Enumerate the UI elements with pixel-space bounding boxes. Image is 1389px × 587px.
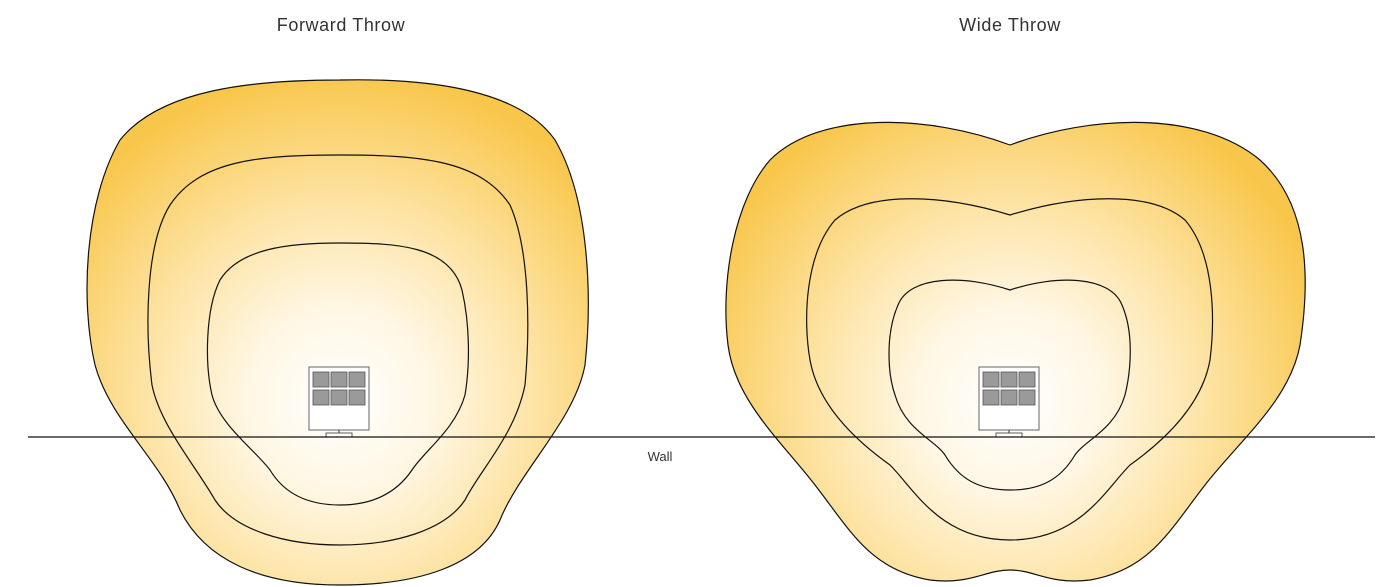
- wide-throw-title: Wide Throw: [959, 15, 1061, 35]
- wide-middle-contour: [806, 198, 1214, 541]
- forward-fixture: [308, 366, 370, 438]
- wide-inner-contour: [888, 279, 1131, 491]
- forward-throw-title: Forward Throw: [276, 15, 406, 35]
- forward-inner-contour: [206, 242, 470, 506]
- wall-label: Wall: [647, 449, 673, 464]
- forward-middle-contour: [147, 154, 529, 546]
- forward-throw-diagram: [86, 79, 589, 586]
- forward-outer-contour: [86, 79, 589, 586]
- wide-throw-diagram: [725, 121, 1306, 582]
- wide-outer-contour: [725, 121, 1306, 582]
- wide-fixture: [978, 366, 1040, 438]
